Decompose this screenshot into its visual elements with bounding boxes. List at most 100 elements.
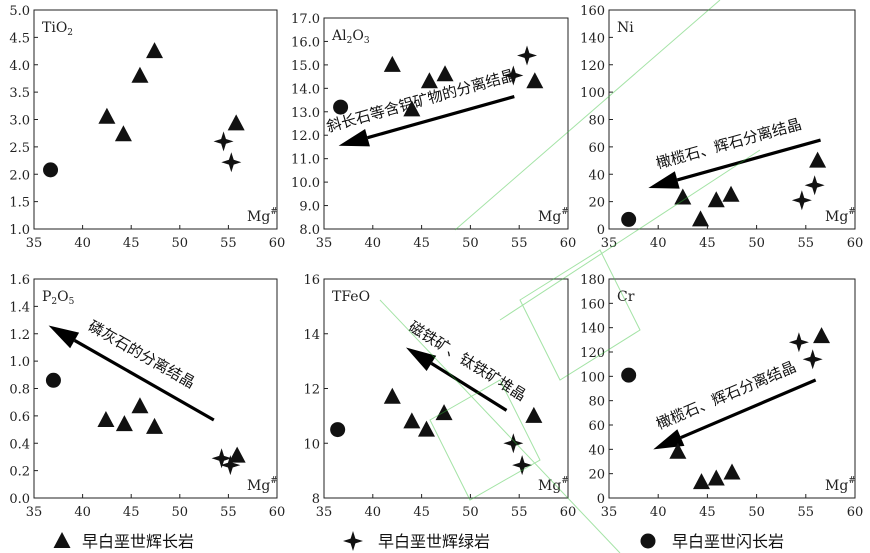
y-tick-label: 2.0 (9, 168, 30, 183)
trend-arrow-head (405, 347, 437, 371)
panel-title: Ni (617, 20, 634, 36)
trend-arrow (367, 94, 515, 140)
annotation-text: 斜长石等含铝矿物的分离结晶 (324, 66, 517, 136)
y-tick-label: 2.5 (9, 141, 30, 156)
y-tick-label: 1.4 (9, 300, 30, 315)
trend-arrow (73, 339, 215, 422)
scatter-panel-2: 35 40 45 50 55 60 8.0 9.0 10.0 11.0 12.0 13.0 14.0 15… (291, 12, 576, 251)
watermark-stroke (454, 0, 721, 231)
x-tick-label: 50 (172, 505, 189, 520)
y-tick-label: 80 (588, 395, 605, 410)
star-point (802, 349, 823, 370)
triangle-point (146, 417, 164, 434)
x-axis-label: Mg# (247, 207, 278, 225)
star-point (220, 455, 241, 476)
triangle-point (722, 185, 740, 202)
plot-frame (33, 9, 278, 230)
x-tick-label: 35 (316, 505, 333, 520)
x-tick-label: 40 (650, 236, 667, 251)
x-tick-label: 45 (413, 236, 430, 251)
x-axis-label: Mg# (247, 476, 278, 494)
y-tick-label: 8.0 (299, 223, 320, 238)
y-tick-label: 80 (588, 114, 605, 129)
plot-frame (608, 278, 856, 499)
triangle-point (98, 107, 116, 124)
y-tick-label: 10.0 (291, 176, 320, 191)
panel-title: Al2O3 (331, 28, 370, 46)
x-tick-label: 45 (413, 505, 430, 520)
x-axis-label: Mg# (825, 207, 856, 225)
legend-label: 早白垩世闪长岩 (672, 532, 784, 551)
legend-item-triangle: 早白垩世辉长岩 (53, 532, 194, 551)
legend: 早白垩世辉长岩 早白垩世辉绿岩 早白垩世闪长岩 (53, 531, 784, 551)
y-tick-label: 16.0 (291, 35, 320, 50)
x-axis-label: Mg# (538, 476, 569, 494)
triangle-point (97, 410, 115, 427)
x-tick-label: 35 (316, 236, 333, 251)
y-tick-label: 1.0 (9, 223, 30, 238)
triangle-point (809, 151, 827, 168)
triangle-point (435, 404, 453, 421)
legend-label: 早白垩世辉长岩 (82, 532, 194, 551)
x-tick-label: 55 (220, 236, 237, 251)
triangle-point (403, 100, 421, 117)
y-tick-label: 1.2 (9, 328, 30, 343)
y-tick-label: 4.0 (9, 59, 30, 74)
legend-triangle-icon (53, 532, 71, 548)
circle-point (43, 162, 59, 178)
trend-arrow (676, 138, 821, 182)
panel-title: TFeO (332, 289, 370, 305)
y-tick-label: 100 (580, 370, 605, 385)
scatter-panel-4: 35 40 45 50 55 60 0.0 0.2 0.4 0.6 0.8 1.0 1.2 1.4 1.6 P… (9, 273, 285, 520)
x-tick-label: 60 (847, 236, 864, 251)
panel-title: Cr (617, 289, 635, 305)
legend-star-icon (343, 531, 363, 551)
triangle-point (403, 412, 421, 429)
y-tick-label: 140 (580, 322, 605, 337)
plot-frame (323, 17, 569, 230)
x-tick-label: 50 (748, 236, 765, 251)
legend-item-star: 早白垩世辉绿岩 (343, 531, 490, 551)
triangle-point (813, 327, 831, 344)
watermark-stroke (499, 149, 761, 321)
x-tick-label: 45 (699, 236, 716, 251)
triangle-point (227, 114, 245, 131)
y-tick-label: 14 (303, 328, 320, 343)
watermark-stroke (379, 299, 621, 553)
triangle-point (383, 55, 401, 72)
y-tick-label: 100 (580, 86, 605, 101)
y-tick-label: 12.0 (291, 129, 320, 144)
x-tick-label: 40 (74, 505, 91, 520)
x-tick-label: 60 (847, 505, 864, 520)
y-tick-label: 3.0 (9, 114, 30, 129)
star-point (213, 131, 234, 152)
triangle-point (417, 420, 435, 437)
y-tick-label: 0 (597, 223, 605, 238)
y-tick-label: 0.2 (9, 465, 30, 480)
y-tick-label: 3.5 (9, 86, 30, 101)
y-tick-label: 20 (588, 196, 605, 211)
x-tick-label: 45 (123, 236, 140, 251)
y-tick-label: 180 (580, 273, 605, 288)
y-tick-label: 20 (588, 468, 605, 483)
x-tick-label: 45 (123, 505, 140, 520)
triangle-point (692, 210, 710, 227)
circle-point (621, 211, 637, 227)
scatter-panel-6: 35 40 45 50 55 60 0 20 40 60 80 100 120 140 160 180 Cr Mg… (580, 273, 863, 520)
x-tick-label: 55 (220, 505, 237, 520)
triangle-point (707, 469, 725, 486)
y-tick-label: 17.0 (291, 12, 320, 27)
x-tick-label: 50 (748, 505, 765, 520)
x-tick-label: 50 (172, 236, 189, 251)
star-point (791, 190, 812, 211)
x-tick-label: 60 (269, 236, 286, 251)
circle-point (333, 99, 349, 115)
legend-circle-icon (640, 533, 656, 549)
star-point (503, 433, 524, 454)
y-tick-label: 4.5 (9, 31, 30, 46)
y-tick-label: 0.0 (9, 492, 30, 507)
x-tick-label: 40 (365, 236, 382, 251)
x-tick-label: 35 (26, 505, 43, 520)
y-tick-label: 40 (588, 443, 605, 458)
triangle-point (114, 125, 132, 142)
